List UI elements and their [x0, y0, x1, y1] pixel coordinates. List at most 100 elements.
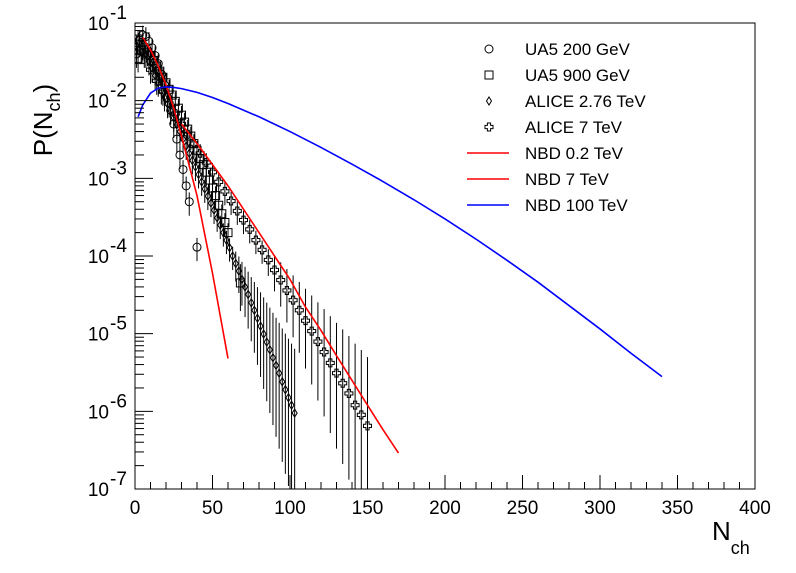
- data-point: [226, 242, 233, 253]
- legend-label: ALICE 7 TeV: [525, 118, 623, 137]
- data-point: [245, 224, 255, 234]
- data-point: [257, 245, 267, 255]
- data-point: [184, 197, 194, 207]
- data-point: [313, 337, 323, 347]
- series-alice-2-76-tev: [135, 33, 298, 489]
- y-tick-exponent: -3: [110, 158, 127, 179]
- legend-label: NBD 100 TeV: [525, 196, 628, 215]
- data-point: [152, 76, 162, 86]
- data-point: [135, 35, 143, 45]
- data-point: [198, 176, 205, 187]
- x-axis-title: Nch: [712, 516, 750, 558]
- data-point: [276, 275, 286, 285]
- data-point: [141, 32, 151, 42]
- data-point: [201, 157, 211, 167]
- series-nbd-0-2-tev: [142, 37, 229, 359]
- data-point: [220, 186, 230, 196]
- data-point: [251, 305, 258, 316]
- y-tick-exponent: -5: [110, 314, 127, 335]
- data-point: [156, 69, 166, 79]
- legend-item: ALICE 7 TeV: [484, 118, 623, 137]
- data-point: [484, 122, 494, 132]
- data-point: [260, 329, 267, 339]
- data-point: [195, 148, 205, 158]
- data-point: [207, 198, 215, 209]
- series-nbd-100-tev: [137, 86, 663, 378]
- data-point: [319, 347, 329, 357]
- x-tick-label: 350: [662, 498, 694, 519]
- series-nbd-7-tev: [180, 123, 400, 454]
- data-point: [210, 205, 218, 216]
- series-alice-7-tev: [135, 30, 372, 489]
- data-point: [192, 162, 199, 172]
- y-axis-title-close: ): [28, 84, 58, 93]
- x-tick-label: 400: [739, 498, 771, 519]
- data-point: [245, 289, 252, 300]
- data-point: [263, 337, 270, 347]
- data-point: [263, 255, 273, 265]
- data-point: [241, 281, 249, 292]
- data-point: [192, 242, 202, 252]
- data-point: [181, 181, 191, 191]
- legend-item: NBD 7 TeV: [467, 170, 609, 189]
- x-tick-label: 300: [584, 498, 616, 519]
- data-point: [158, 87, 168, 97]
- y-axis-title-sub: ch: [44, 92, 64, 111]
- data-point: [282, 384, 289, 395]
- data-point: [146, 65, 155, 75]
- y-tick-exponent: -2: [110, 81, 127, 102]
- data-point: [204, 191, 211, 202]
- x-tick-label: 150: [352, 498, 384, 519]
- data-point: [257, 321, 264, 332]
- data-point: [272, 360, 280, 371]
- data-point: [338, 378, 348, 388]
- data-point: [238, 274, 246, 285]
- y-tick-exponent: -1: [110, 3, 127, 24]
- y-tick-exponent: -7: [110, 469, 127, 490]
- data-point: [217, 209, 227, 219]
- data-point: [164, 98, 174, 108]
- data-point: [155, 66, 165, 76]
- x-tick-label: 100: [274, 498, 306, 519]
- legend-label: UA5 200 GeV: [525, 40, 631, 59]
- data-point: [307, 326, 317, 336]
- y-tick-label: 10: [88, 402, 109, 423]
- data-point: [235, 278, 245, 288]
- data-point: [254, 313, 261, 324]
- x-tick-label: 0: [130, 498, 141, 519]
- y-tick-label: 10: [88, 247, 109, 268]
- data-point: [484, 70, 494, 80]
- data-point: [485, 96, 493, 106]
- data-point: [288, 295, 298, 305]
- data-point: [248, 297, 255, 308]
- data-point: [232, 258, 239, 269]
- series-line: [137, 86, 663, 378]
- data-point: [291, 408, 298, 419]
- data-point: [214, 212, 221, 223]
- data-point: [279, 376, 286, 387]
- data-point: [294, 305, 304, 315]
- y-tick-label: 10: [88, 169, 109, 190]
- data-point: [214, 177, 224, 187]
- legend-label: ALICE 2.76 TeV: [525, 92, 646, 111]
- data-point: [484, 44, 494, 54]
- data-point: [211, 191, 221, 201]
- data-point: [301, 316, 310, 326]
- data-point: [223, 228, 233, 238]
- data-point: [178, 164, 188, 174]
- legend-item: NBD 100 TeV: [467, 196, 628, 215]
- data-point: [226, 196, 236, 206]
- legend-item: NBD 0.2 TeV: [467, 144, 624, 163]
- data-point: [223, 235, 230, 246]
- data-point: [195, 169, 202, 180]
- legend-item: UA5 200 GeV: [484, 40, 631, 59]
- data-point: [158, 72, 168, 82]
- series-line: [180, 123, 400, 454]
- data-point: [239, 215, 248, 225]
- data-point: [344, 388, 354, 398]
- y-axis-title-main: P(N: [28, 111, 58, 156]
- x-tick-label: 200: [429, 498, 461, 519]
- data-point: [235, 266, 242, 276]
- data-point: [229, 251, 236, 261]
